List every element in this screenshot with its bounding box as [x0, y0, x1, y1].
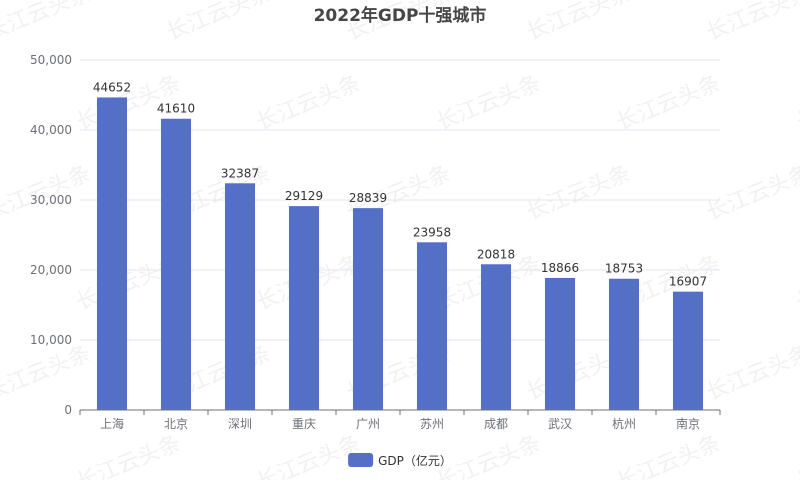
bar-5[interactable]	[416, 242, 448, 410]
watermark-text: 长江云头条	[163, 0, 274, 46]
bar-4[interactable]	[352, 208, 384, 410]
watermark-text: 长江云头条	[523, 0, 634, 46]
watermark-text: 长江云头条	[253, 71, 364, 135]
data-label: 16907	[669, 275, 707, 289]
bar-8[interactable]	[608, 278, 640, 410]
y-tick-label: 0	[64, 403, 72, 417]
data-label: 28839	[349, 191, 387, 205]
watermark-text: 长江云头条	[613, 71, 724, 135]
watermark-text: 长江云头条	[793, 431, 800, 480]
x-tick-label: 苏州	[420, 417, 444, 431]
bar-9[interactable]	[672, 291, 704, 410]
watermark-text: 长江云头条	[0, 0, 94, 46]
watermark-text: 长江云头条	[793, 71, 800, 135]
x-tick-label: 北京	[164, 417, 188, 431]
y-tick-label: 30,000	[30, 193, 72, 207]
watermark-text: 长江云头条	[793, 251, 800, 315]
y-tick-label: 50,000	[30, 53, 72, 67]
data-label: 32387	[221, 166, 259, 180]
watermark-text: 长江云头条	[253, 431, 364, 480]
bar-7[interactable]	[544, 277, 576, 410]
bar-2[interactable]	[224, 183, 256, 410]
watermark-text: 长江云头条	[0, 341, 94, 405]
y-tick-label: 40,000	[30, 123, 72, 137]
watermark-text: 长江云头条	[73, 431, 184, 480]
bar-6[interactable]	[480, 264, 512, 410]
watermark-text: 长江云头条	[523, 161, 634, 225]
x-tick-label: 广州	[356, 417, 380, 431]
watermark-text: 长江云头条	[703, 0, 800, 46]
x-tick-label: 上海	[100, 416, 124, 431]
x-tick-label: 杭州	[612, 416, 636, 431]
bar-3[interactable]	[288, 206, 320, 410]
x-tick-label: 深圳	[228, 417, 252, 431]
watermark-text: 长江云头条	[613, 431, 724, 480]
watermark-text: 长江云头条	[703, 341, 800, 405]
x-tick-label: 重庆	[292, 417, 316, 431]
data-label: 23958	[413, 225, 451, 239]
watermark-text: 长江云头条	[433, 71, 544, 135]
watermark-text: 长江云头条	[703, 161, 800, 225]
legend-swatch[interactable]	[348, 453, 374, 467]
legend[interactable]: GDP（亿元）	[348, 453, 452, 468]
y-tick-label: 10,000	[30, 333, 72, 347]
x-tick-label: 南京	[676, 416, 700, 431]
x-axis: 上海 北京 深圳 重庆 广州 苏州 成都 武汉 杭州 南京	[79, 409, 721, 431]
y-axis: 0 10,000 20,000 30,000 40,000 50,000	[30, 53, 72, 417]
data-label: 20818	[477, 247, 515, 261]
bar-0[interactable]	[96, 97, 128, 410]
y-tick-label: 20,000	[30, 263, 72, 277]
bar-series[interactable]: 44652 41610 32387 29129 28839 23958 20818 18866…	[93, 80, 707, 410]
bar-1[interactable]	[160, 118, 192, 410]
data-label: 29129	[285, 189, 323, 203]
legend-label[interactable]: GDP（亿元）	[378, 453, 452, 468]
data-label: 18866	[541, 261, 579, 275]
x-tick-label: 武汉	[548, 417, 572, 431]
data-label: 18753	[605, 262, 643, 276]
chart-title: 2022年GDP十强城市	[314, 5, 487, 26]
data-label: 44652	[93, 80, 131, 94]
x-tick-label: 成都	[484, 417, 508, 431]
data-label: 41610	[157, 102, 195, 116]
